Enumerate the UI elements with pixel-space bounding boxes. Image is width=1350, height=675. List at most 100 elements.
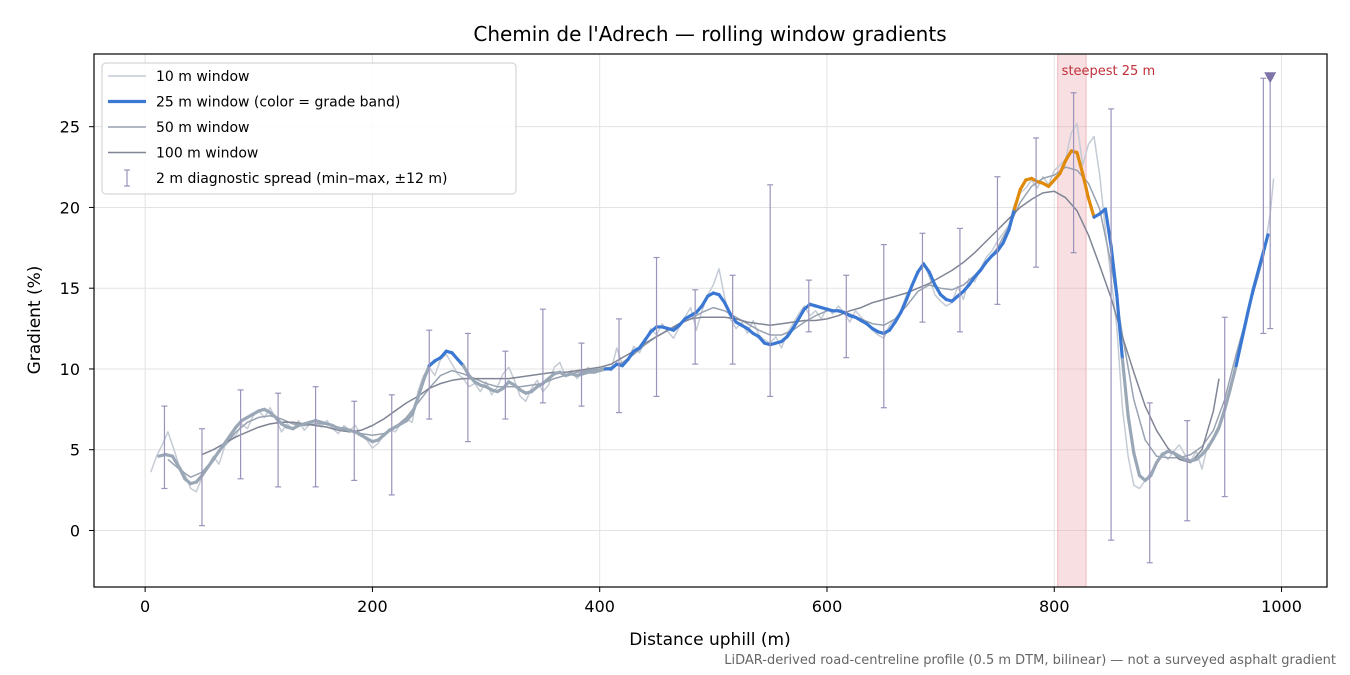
- series-25m-segment: [978, 260, 988, 273]
- diagnostic-bar: [880, 243, 887, 409]
- diagnostic-bar: [1070, 92, 1077, 254]
- series-25m-segment: [637, 338, 647, 350]
- diagnostic-bar: [275, 392, 282, 488]
- series-25m-segment: [200, 465, 210, 478]
- diagnostic-bar: [388, 394, 395, 496]
- x-tick-label: 200: [357, 597, 388, 616]
- max-marker-layer: [1264, 72, 1277, 84]
- series-25m-segment: [933, 283, 943, 297]
- series-25m-segment: [1012, 188, 1022, 211]
- diagnostic-bar: [616, 318, 623, 414]
- footnote: LiDAR-derived road-centreline profile (0…: [724, 653, 1336, 668]
- series-25m-segment: [1206, 436, 1215, 450]
- legend-label: 50 m window: [156, 120, 249, 136]
- series-25m-segment: [1126, 414, 1136, 455]
- diagnostic-bar: [1146, 402, 1153, 564]
- series-25m-segment: [211, 449, 221, 462]
- series-25m-segment: [1251, 267, 1261, 292]
- diagnostic-bar: [198, 428, 205, 527]
- series-25m-segment: [1058, 159, 1068, 176]
- diagnostic-bar: [351, 400, 358, 481]
- legend-label: 10 m window: [156, 69, 249, 85]
- series-25m-segment: [967, 275, 977, 287]
- series-25m-segment: [1075, 150, 1085, 176]
- series-25m-segment: [206, 457, 215, 470]
- series-25m-segment: [421, 364, 431, 382]
- legend-item: 10 m window: [108, 69, 249, 85]
- series-25m-segment: [1240, 312, 1250, 342]
- legend-item: 25 m window (color = grade band): [108, 95, 400, 111]
- series-25m-segment: [217, 441, 227, 453]
- series-25m-segment: [899, 297, 909, 315]
- diagnostic-bar: [1267, 77, 1274, 330]
- series-25m-segment: [1132, 451, 1142, 478]
- series-25m-segment: [791, 317, 801, 331]
- y-tick-label: 5: [70, 441, 80, 460]
- diagnostic-bar: [502, 350, 509, 420]
- diagnostic-bar: [539, 308, 546, 404]
- series-25m: [157, 149, 1270, 486]
- x-tick-label: 800: [1039, 597, 1070, 616]
- chart-title: Chemin de l'Adrech — rolling window grad…: [473, 22, 946, 46]
- steepest-band: [1057, 53, 1087, 588]
- diagnostic-bar: [805, 279, 812, 333]
- diagnostic-bar: [426, 329, 433, 420]
- series-25m-segment: [723, 301, 732, 316]
- diagnostic-bar: [1108, 108, 1115, 541]
- diagnostic-bar: [1221, 316, 1228, 498]
- x-tick-label: 400: [584, 597, 615, 616]
- series-10m: [150, 122, 1275, 493]
- y-tick-label: 25: [60, 118, 80, 137]
- x-tick-label: 1000: [1261, 597, 1302, 616]
- diagnostic-bar: [767, 184, 774, 398]
- series-25m-segment: [910, 270, 920, 287]
- series-25m-segment: [995, 241, 1005, 253]
- series-25m-segment: [700, 294, 710, 308]
- diagnostic-bar: [161, 405, 168, 490]
- diagnostic-bar: [919, 232, 926, 323]
- series-25m-segment: [1115, 293, 1125, 361]
- series-25m-segment: [1109, 244, 1119, 297]
- diagnostic-error-bars: [161, 77, 1274, 564]
- series-25m-segment: [228, 425, 238, 437]
- y-tick-label: 10: [60, 360, 80, 379]
- series-25m-segment: [1018, 178, 1028, 192]
- series-25m-segment: [717, 293, 727, 305]
- series-25m-segment: [1228, 364, 1238, 390]
- diagnostic-bar: [464, 332, 471, 443]
- y-tick-label: 20: [60, 198, 80, 217]
- series-25m-segment: [626, 349, 636, 361]
- x-tick-label: 0: [140, 597, 150, 616]
- series-25m-segment: [1223, 386, 1233, 411]
- series-25m-segment: [1245, 288, 1255, 316]
- series-25m-segment: [1081, 171, 1090, 200]
- diagnostic-bar: [692, 289, 699, 365]
- series-25m-segment: [887, 320, 897, 332]
- series-25m-segment: [1007, 207, 1017, 232]
- y-axis-label: Gradient (%): [25, 266, 45, 375]
- diagnostic-bar: [843, 274, 850, 359]
- axis-ticks: 0 200 400 600 800 1000 0 5 10 15 20 25: [60, 118, 1302, 616]
- series-25m-segment: [796, 307, 806, 321]
- diagnostic-bar: [237, 389, 244, 480]
- series-25m-segment: [643, 330, 653, 342]
- series-25m-segment: [1064, 149, 1073, 163]
- diagnostic-bar: [653, 256, 660, 398]
- legend-item: 50 m window: [108, 120, 249, 136]
- steepest-label: steepest 25 m: [1062, 64, 1155, 79]
- y-tick-label: 15: [60, 279, 80, 298]
- series-25m-segment: [1001, 228, 1011, 245]
- diagnostic-bar: [312, 386, 319, 488]
- series-25m-segment: [921, 262, 931, 274]
- series-25m-segment: [927, 270, 937, 287]
- series-25m-segment: [1262, 233, 1270, 250]
- series-25m-segment: [893, 310, 903, 324]
- series-25m-segment: [177, 465, 187, 481]
- diagnostic-bar: [956, 227, 963, 333]
- series-25m-segment: [223, 433, 232, 445]
- y-tick-label: 0: [70, 521, 80, 540]
- legend-label: 25 m window (color = grade band): [156, 95, 400, 111]
- x-tick-label: 600: [812, 597, 843, 616]
- max-marker: [1264, 72, 1277, 84]
